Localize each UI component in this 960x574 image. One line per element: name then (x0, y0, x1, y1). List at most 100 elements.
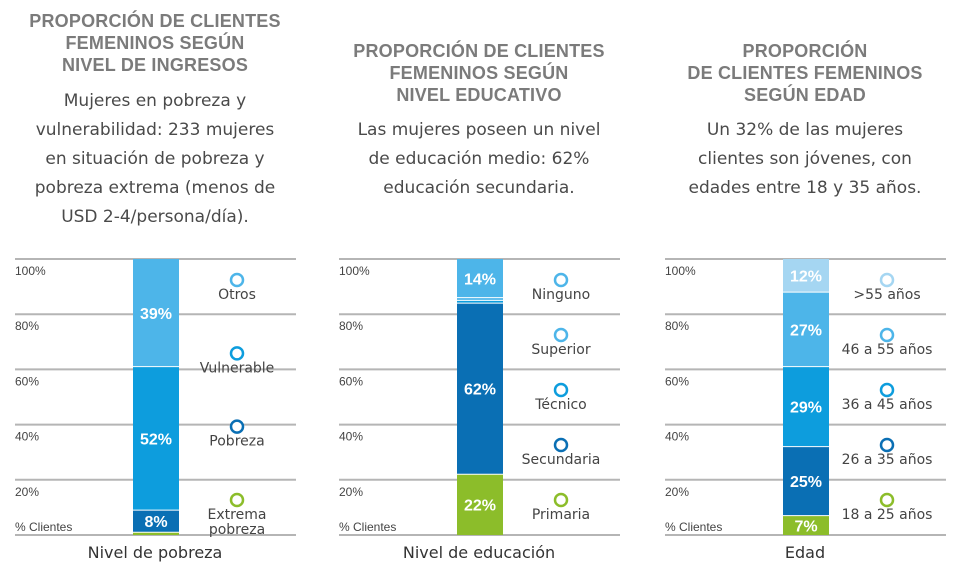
bar-segment (457, 303, 503, 475)
legend-marker (229, 419, 245, 434)
data-label: 14% (464, 271, 496, 288)
description-line: vulnerabilidad: 233 mujeres (35, 120, 275, 140)
bar-segment (783, 259, 829, 293)
stacked-bar-chart-edad: 20% 40% 60% 80% 100% % Clientes 7% 25% 29% 27% 12%… (665, 258, 946, 536)
data-label: 39% (140, 306, 172, 323)
description-line: edades entre 18 y 35 años. (688, 178, 922, 198)
y-tick-label: 20% (339, 485, 363, 499)
legend-marker (879, 437, 895, 453)
bar-segment (457, 474, 503, 535)
description-line: clientes son jóvenes, con (698, 149, 912, 169)
x-axis-label: Nivel de educación (402, 543, 556, 562)
legend-label: Otros (218, 287, 256, 303)
stacked-bar-chart-ingresos: 20% 40% 60% 80% 100% % Clientes 8% 52% 39% Extrem… (15, 258, 296, 538)
legend-label: pobreza (209, 522, 265, 538)
legend-marker (879, 327, 895, 343)
legend-label: Secundaria (522, 452, 601, 468)
y-tick-label: 100% (15, 264, 46, 278)
title-line: DE CLIENTES FEMENINOS (687, 63, 923, 83)
description-line: USD 2-4/persona/día). (61, 207, 249, 227)
legend-marker (879, 492, 895, 508)
legend-label: 46 a 55 años (842, 342, 933, 358)
y-axis-label: % Clientes (339, 520, 396, 534)
y-axis-label: % Clientes (15, 520, 72, 534)
y-tick-label: 20% (15, 485, 39, 499)
data-label: 8% (144, 514, 167, 531)
legend-marker (879, 272, 895, 288)
y-tick-label: 100% (665, 264, 696, 278)
x-axis-label: Edad (784, 543, 826, 562)
data-label: 62% (464, 382, 496, 399)
chart-description: Las mujeres poseen un nivel de educación… (324, 116, 634, 203)
legend-marker (553, 327, 569, 343)
legend-label: 36 a 45 años (842, 397, 933, 413)
y-tick-label: 100% (339, 264, 370, 278)
description-line: de educación medio: 62% (368, 149, 590, 169)
title-line: FEMENINOS SEGÚN (389, 63, 569, 83)
legend-label: 26 a 35 años (842, 452, 933, 468)
y-tick-label: 40% (15, 430, 39, 444)
y-tick-label: 40% (339, 430, 363, 444)
legend-marker (553, 272, 569, 288)
description-line: Mujeres en pobreza y (63, 91, 247, 111)
stacked-bar-chart-educacion: 20% 40% 60% 80% 100% % Clientes 22% 62% 14% Prima… (339, 258, 620, 536)
bar-segment (457, 259, 503, 298)
bar-segment (457, 297, 503, 301)
bar-segment (783, 515, 829, 535)
bar-segment (457, 300, 503, 304)
bar-segment (783, 446, 829, 516)
description-line: en situación de pobreza y (45, 149, 265, 169)
y-tick-label: 60% (339, 374, 363, 388)
panel-educacion: PROPORCIÓN DE CLIENTES FEMENINOS SEGÚN N… (324, 0, 634, 574)
y-tick-label: 80% (665, 319, 689, 333)
y-tick-label: 80% (15, 319, 39, 333)
legend-label: Vulnerable (200, 360, 275, 376)
legend-label: Superior (531, 342, 590, 358)
legend-label: Técnico (534, 397, 587, 413)
panel-ingresos: PROPORCIÓN DE CLIENTES FEMENINOS SEGÚN N… (0, 0, 310, 574)
description-line: Un 32% de las mujeres (706, 120, 904, 140)
legend-marker (553, 492, 569, 508)
description-line: pobreza extrema (menos de (34, 178, 276, 198)
data-label: 27% (790, 322, 822, 339)
data-label: 12% (790, 269, 822, 286)
bar-segment (783, 292, 829, 367)
bar-segment (133, 532, 179, 535)
legend-marker (229, 346, 245, 361)
data-label: 52% (140, 431, 172, 448)
title-line: PROPORCIÓN (742, 41, 868, 61)
chart-description: Un 32% de las mujeres clientes son jóven… (650, 116, 960, 203)
data-label: 7% (794, 518, 817, 535)
legend-marker (553, 382, 569, 398)
legend-label: 18 a 25 años (842, 507, 933, 523)
legend-label: Pobreza (209, 434, 264, 450)
y-tick-label: 60% (665, 374, 689, 388)
chart-title: PROPORCIÓN DE CLIENTES FEMENINOS SEGÚN E… (650, 40, 960, 106)
title-line: PROPORCIÓN DE CLIENTES (353, 41, 605, 61)
title-line: PROPORCIÓN DE CLIENTES (29, 11, 281, 31)
legend-marker (879, 382, 895, 398)
legend-label: Ninguno (532, 287, 590, 303)
data-label: 29% (790, 400, 822, 417)
y-tick-label: 80% (339, 319, 363, 333)
chart-description: Mujeres en pobreza y vulnerabilidad: 233… (0, 87, 310, 232)
bar-segment (133, 510, 179, 533)
chart-title: PROPORCIÓN DE CLIENTES FEMENINOS SEGÚN N… (0, 10, 310, 76)
title-line: NIVEL EDUCATIVO (396, 85, 562, 105)
legend-marker (229, 272, 245, 288)
legend-label: >55 años (853, 287, 920, 303)
legend-marker (229, 492, 245, 508)
description-line: Las mujeres poseen un nivel (357, 120, 601, 140)
y-tick-label: 60% (15, 374, 39, 388)
panel-edad: PROPORCIÓN DE CLIENTES FEMENINOS SEGÚN E… (650, 0, 960, 574)
y-axis-label: % Clientes (665, 520, 722, 534)
bar-segment (783, 366, 829, 447)
y-tick-label: 20% (665, 485, 689, 499)
legend-label: Primaria (532, 507, 590, 523)
title-line: NIVEL DE INGRESOS (61, 55, 249, 75)
data-label: 22% (464, 498, 496, 515)
chart-title: PROPORCIÓN DE CLIENTES FEMENINOS SEGÚN N… (324, 40, 634, 106)
bar-segment (133, 259, 179, 367)
title-line: SEGÚN EDAD (743, 85, 866, 105)
description-line: educación secundaria. (383, 178, 575, 198)
